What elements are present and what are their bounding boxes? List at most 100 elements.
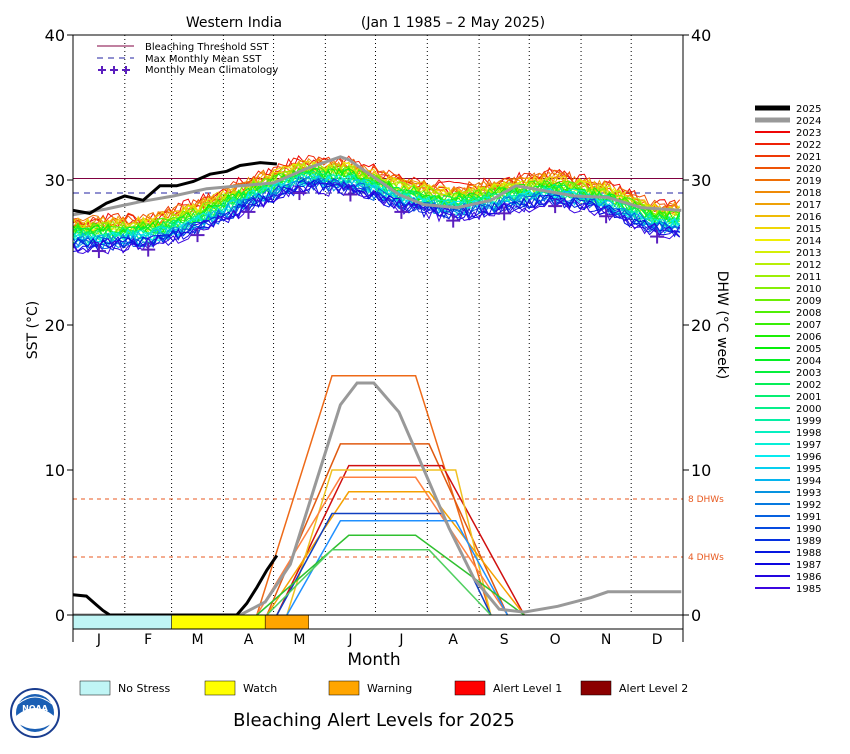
dhw-curve-2016	[276, 464, 525, 616]
year-legend-label: 2002	[796, 380, 821, 391]
alert-legend-swatch	[454, 680, 486, 696]
alert-legend: No Stress Watch Warning Alert Level 1 Alert …	[79, 680, 688, 696]
month-tick-label: M	[293, 632, 305, 648]
year-legend-label: 2019	[796, 176, 821, 187]
dhw-curve-1998	[286, 469, 492, 616]
climatology-marker	[599, 209, 614, 224]
month-tick-label: J	[96, 632, 101, 648]
year-legend-label: 1991	[796, 512, 821, 523]
year-legend-label: 2010	[796, 284, 821, 295]
y-tick-label-right: 10	[691, 461, 711, 480]
year-legend-label: 2018	[796, 188, 821, 199]
climatology-marker	[497, 206, 512, 221]
footer-title: Bleaching Alert Levels for 2025	[233, 710, 515, 731]
year-legend-label: 1987	[796, 560, 821, 571]
alert-legend-label: Alert Level 2	[619, 682, 688, 695]
dhw-threshold-label: 8 DHWs	[688, 495, 724, 505]
climatology-marker	[394, 204, 409, 219]
month-tick-label: O	[550, 632, 561, 648]
dhw-curve-2019	[256, 476, 509, 616]
y-tick-label-left: 0	[55, 606, 65, 625]
alert-bar-frame	[72, 614, 684, 630]
year-legend-label: 2005	[796, 344, 821, 355]
year-legend-label: 1989	[796, 536, 821, 547]
year-legend-label: 1993	[796, 488, 821, 499]
year-legend-label: 2003	[796, 368, 821, 379]
alert-legend-label: Warning	[367, 682, 412, 695]
year-legend-label: 2023	[796, 128, 821, 139]
year-legend-label: 1994	[796, 476, 821, 487]
year-legend-label: 2014	[796, 236, 821, 247]
climatology-marker	[292, 186, 307, 201]
year-legend-label: 2013	[796, 248, 821, 259]
climatology-marker	[343, 187, 358, 202]
year-legend-label: 2012	[796, 260, 821, 271]
year-legend-label: 2011	[796, 272, 821, 283]
y-axis-label-right: DHW (°C week)	[714, 271, 730, 380]
climatology-marker	[190, 228, 205, 243]
y-tick-label-right: 30	[691, 171, 711, 190]
alert-legend-label: Alert Level 1	[493, 682, 562, 695]
year-legend-label: 2000	[796, 404, 821, 415]
month-tick-label: J	[347, 632, 352, 648]
year-legend: 2025202420232022202120202019201820172016…	[755, 104, 821, 595]
year-legend-label: 1992	[796, 500, 821, 511]
month-tick-label: S	[500, 632, 509, 648]
legend-threshold-label: Bleaching Threshold SST	[145, 42, 270, 53]
year-legend-label: 2022	[796, 140, 821, 151]
climatology-marker	[91, 244, 106, 259]
climatology-marker	[141, 242, 156, 257]
historical-series-lines	[72, 154, 681, 255]
year-legend-label: 1997	[796, 440, 821, 451]
y-tick-label-left: 20	[45, 316, 65, 335]
month-tick-label: M	[191, 632, 203, 648]
dhw-curve-2005	[266, 549, 492, 616]
sst-series-1986	[72, 181, 681, 253]
year-legend-label: 1988	[796, 548, 821, 559]
year-legend-label: 1995	[796, 464, 821, 475]
year-legend-label: 1986	[796, 572, 821, 583]
month-tick-label: A	[244, 632, 254, 648]
climatology-marker	[548, 199, 563, 214]
dhw-curve-2017	[266, 491, 525, 616]
axes: 0 0 10 10 20 20 30 30 40 40 J F M A M J J A S O N D	[45, 26, 712, 648]
year-legend-label: 2001	[796, 392, 821, 403]
sst-series-2024	[72, 155, 682, 217]
y-tick-label-left: 10	[45, 461, 65, 480]
year-legend-label: 2007	[796, 320, 821, 331]
x-axis-label: Month	[347, 650, 400, 670]
sst-series-2025	[72, 161, 278, 215]
year-legend-label: 2006	[796, 332, 821, 343]
alert-legend-swatch	[204, 680, 236, 696]
climatology-marker	[650, 229, 665, 244]
legend-mmm-label: Max Monthly Mean SST	[145, 54, 262, 65]
year-legend-label: 2015	[796, 224, 821, 235]
month-tick-label: A	[448, 632, 458, 648]
y-tick-label-right: 0	[691, 606, 701, 625]
legend-climatology-swatch	[98, 66, 130, 74]
year-legend-label: 1999	[796, 416, 821, 427]
top-legend: Bleaching Threshold SST Max Monthly Mean…	[97, 42, 278, 76]
year-legend-label: 1990	[796, 524, 821, 535]
noaa-logo-text: NOAA	[22, 704, 48, 713]
year-legend-label: 2024	[796, 116, 821, 127]
year-legend-label: 1985	[796, 584, 821, 595]
y-axis-label-left: SST (°C)	[25, 301, 41, 359]
noaa-logo: NOAA	[10, 688, 60, 738]
month-grid	[124, 35, 632, 615]
sst-series-1985	[72, 180, 681, 255]
year-legend-label: 2021	[796, 152, 821, 163]
alert-legend-label: Watch	[243, 682, 277, 695]
year-legend-label: 2008	[796, 308, 821, 319]
alert-legend-label: No Stress	[118, 682, 171, 695]
climatology-marker	[446, 213, 461, 228]
month-tick-label: N	[601, 632, 611, 648]
year-legend-label: 2009	[796, 296, 821, 307]
sst-series-1988	[72, 178, 681, 249]
highlight-series	[72, 155, 682, 617]
dhw-curve-2014	[256, 534, 525, 616]
alert-bar-segment	[264, 614, 309, 630]
month-tick-label: J	[398, 632, 403, 648]
